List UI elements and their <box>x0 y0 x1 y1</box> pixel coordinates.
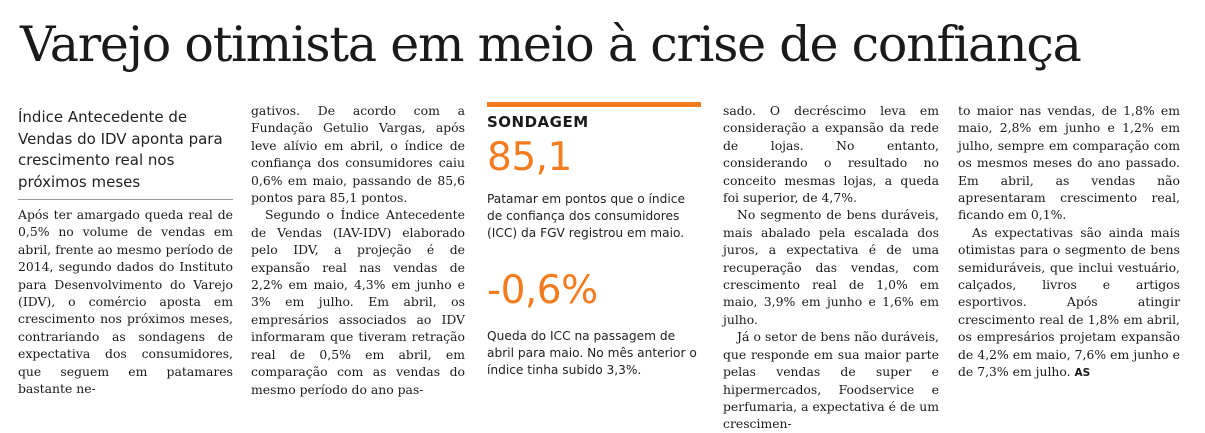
body-paragraph: gativos. De acordo com a Fundação Getuli… <box>251 103 465 206</box>
article-column-4: sado. O decréscimo leva em consideração … <box>723 102 939 433</box>
body-paragraph: Segundo o Índice Antecedente de Vendas (… <box>251 207 465 397</box>
stat-caption-confidence: Patamar em pontos que o índice de confia… <box>487 192 685 240</box>
body-paragraph: No segmento de bens duráveis, mais abala… <box>723 207 939 327</box>
accent-rule <box>487 102 701 107</box>
stat-caption-change: Queda do ICC na passagem de abril para m… <box>487 329 697 377</box>
article-headline: Varejo otimista em meio à crise de confi… <box>20 16 1082 73</box>
article-column-2: gativos. De acordo com a Fundação Getuli… <box>251 102 465 398</box>
stat-value-change: -0,6% <box>487 268 598 313</box>
body-paragraph-text: As expectativas são ainda mais otimistas… <box>958 224 1180 380</box>
author-signature: AS <box>1074 367 1091 380</box>
article-dek: Índice Antecedente de Vendas do IDV apon… <box>18 102 233 200</box>
body-paragraph: Já o setor de bens não duráveis, que res… <box>723 329 939 432</box>
box-kicker: SONDAGEM <box>487 113 589 131</box>
stat-value-confidence: 85,1 <box>487 135 572 180</box>
body-paragraph: sado. O decréscimo leva em consideração … <box>723 103 939 206</box>
article-column-5: to maior nas vendas, de 1,8% em maio, 2,… <box>958 102 1180 383</box>
sondagem-box: SONDAGEM 85,1 Patamar em pontos que o ín… <box>487 102 701 379</box>
body-paragraph: Após ter amargado queda real de 0,5% no … <box>18 207 233 397</box>
body-paragraph: to maior nas vendas, de 1,8% em maio, 2,… <box>958 103 1180 223</box>
body-paragraph: As expectativas são ainda mais otimistas… <box>958 224 1180 383</box>
article-column-1: Índice Antecedente de Vendas do IDV apon… <box>18 102 233 397</box>
